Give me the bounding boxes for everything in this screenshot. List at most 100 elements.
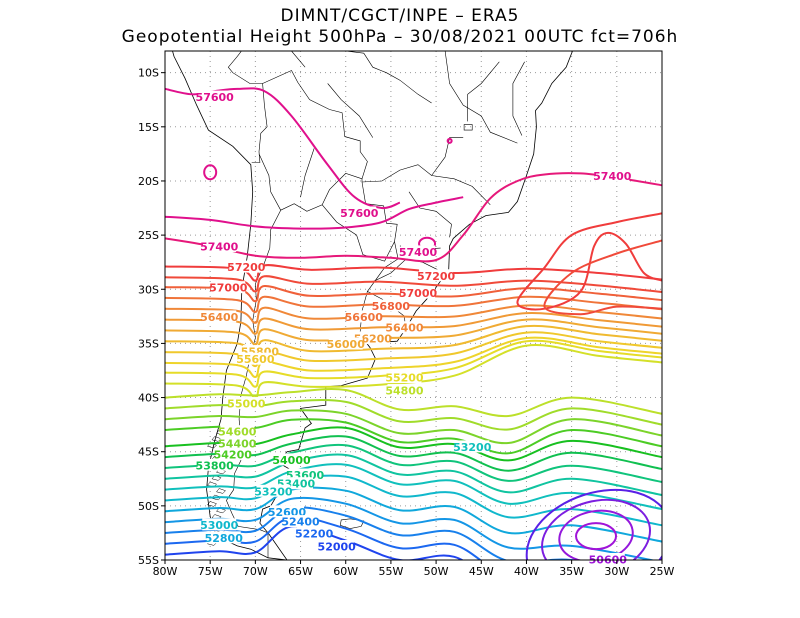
border-line — [300, 148, 315, 198]
contour-label: 53800 — [196, 459, 235, 472]
contour-line — [165, 506, 581, 560]
contour-label: 54000 — [272, 454, 311, 467]
contour-label: 53200 — [254, 485, 293, 498]
federal-district — [463, 124, 473, 131]
y-tick-label: 35S — [138, 337, 159, 350]
y-tick-label: 20S — [138, 175, 159, 188]
contour-line — [165, 387, 662, 418]
contour-line — [165, 336, 662, 378]
contour-label-bg — [419, 269, 454, 282]
contour-line — [165, 343, 662, 399]
contour-label: 54800 — [385, 385, 424, 398]
contour-line — [165, 264, 662, 282]
contour-line — [165, 515, 482, 560]
contour-label-bg — [238, 352, 273, 365]
contour-line — [516, 212, 662, 311]
falkland-islands — [339, 518, 365, 529]
contour-ring — [446, 137, 453, 144]
chile-island — [216, 488, 226, 494]
contour-line — [543, 239, 662, 316]
y-tick-label: 50S — [138, 500, 159, 513]
y-tick-label: 15S — [138, 121, 159, 134]
x-tick-label: 50W — [424, 565, 449, 578]
contour-line — [165, 463, 662, 511]
border-line — [291, 51, 306, 68]
contour-label: 55200 — [385, 372, 424, 385]
contour-label-bg — [319, 540, 354, 553]
contour-ring — [541, 498, 652, 560]
y-tick-label: 45S — [138, 446, 159, 459]
contour-label-bg — [220, 425, 255, 438]
contour-line — [165, 196, 464, 230]
chile-island — [211, 475, 222, 481]
contour-label: 56800 — [372, 300, 411, 313]
y-tick-label: 55S — [138, 554, 159, 567]
contour-label-bg — [274, 453, 309, 466]
contour-label-bg — [342, 206, 377, 219]
x-tick-label: 55W — [378, 565, 403, 578]
contour-label-bg — [590, 553, 625, 565]
contour-label-bg — [256, 484, 291, 497]
contour-label-bg — [202, 240, 237, 253]
contour-label: 52000 — [318, 541, 357, 554]
border-line — [512, 61, 525, 136]
x-tick-label: 70W — [243, 565, 268, 578]
contour-line — [165, 525, 464, 560]
contour-label-bg — [211, 281, 246, 294]
contour-label-bg — [328, 337, 363, 350]
x-tick-label: 65W — [288, 565, 313, 578]
contour-label: 57600 — [196, 91, 235, 104]
border-line — [408, 191, 452, 238]
contour-line — [165, 172, 662, 263]
contour-label: 53200 — [453, 441, 492, 454]
contour-label: 54200 — [214, 448, 253, 461]
y-tick-label: 10S — [138, 67, 159, 80]
contour-label: 53000 — [200, 519, 239, 532]
contour-label-bg — [387, 321, 422, 334]
contour-label: 57600 — [340, 207, 379, 220]
y-tick-label: 40S — [138, 392, 159, 405]
chile-island — [216, 507, 226, 514]
contour-ring — [203, 164, 218, 181]
contour-label-bg — [202, 518, 237, 531]
contour-label: 57400 — [593, 170, 632, 183]
border-line — [258, 153, 363, 212]
contour-label: 55600 — [236, 353, 275, 366]
contour-line — [165, 339, 662, 388]
contour-label: 57000 — [399, 287, 438, 300]
x-tick-label: 35W — [559, 565, 584, 578]
axis-ticks: 80W 75W 70W 65W 60W 55W 50W 45W 40W 35W 30W 25W 10S 1… — [138, 67, 675, 578]
contour-label: 52400 — [281, 516, 320, 529]
contour-line — [165, 284, 662, 303]
contour-line — [165, 443, 662, 483]
contour-line — [165, 312, 662, 335]
contour-label-bg — [229, 260, 264, 273]
x-tick-label: 30W — [604, 565, 629, 578]
x-tick-label: 80W — [153, 565, 178, 578]
contour-label: 57000 — [209, 282, 248, 295]
contour-label-bg — [202, 310, 237, 323]
border-line — [262, 70, 368, 182]
border-line — [431, 137, 464, 176]
contour-label-bg — [595, 169, 630, 182]
contour-label-bg — [387, 384, 422, 397]
border-line — [444, 51, 518, 144]
x-tick-label: 45W — [469, 565, 494, 578]
border-line — [227, 51, 268, 163]
contour-ring — [575, 522, 618, 551]
contour-label-bg — [206, 531, 241, 544]
contour-label: 52800 — [205, 532, 244, 545]
contour-label-bg — [197, 90, 232, 103]
contour-label-bg — [220, 437, 255, 450]
contour-ring — [525, 488, 662, 560]
contour-label-bg — [229, 397, 264, 410]
x-tick-label: 75W — [198, 565, 223, 578]
contour-label-bg — [355, 332, 390, 345]
y-tick-label: 25S — [138, 229, 159, 242]
chile-island — [207, 501, 217, 507]
contour-line — [165, 409, 662, 445]
contour-label-bg — [455, 440, 490, 453]
plot-frame — [164, 50, 663, 561]
contour-label-bg — [283, 515, 318, 528]
